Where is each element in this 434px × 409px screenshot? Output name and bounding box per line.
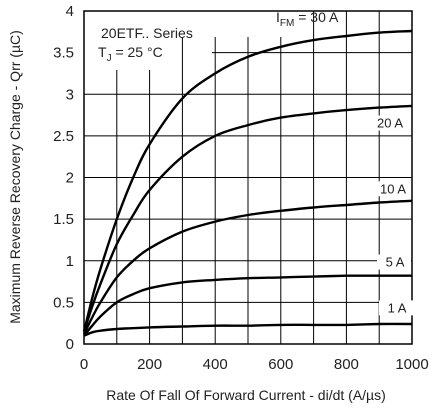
curve-label: 20 A <box>377 116 403 131</box>
x-tick-label: 600 <box>268 356 293 373</box>
x-axis-title: Rate Of Fall Of Forward Current - di/dt … <box>106 387 386 403</box>
x-tick-label: 1000 <box>395 356 428 373</box>
curve-label: 1 A <box>388 300 407 315</box>
series-curve-0 <box>82 29 413 332</box>
x-tick-label: 0 <box>80 356 88 373</box>
y-tick-label: 3 <box>66 86 74 103</box>
plot-frame <box>83 10 413 345</box>
y-axis-title: Maximum Reverse Recovery Charge - Qrr (µ… <box>7 30 23 324</box>
y-tick-label: 1 <box>66 253 74 270</box>
series-curves <box>82 29 413 337</box>
temperature-subscript: J <box>107 53 112 64</box>
curve-label-bg <box>377 254 411 270</box>
x-tick-label: 400 <box>203 356 228 373</box>
temperature-symbol: T <box>98 44 107 60</box>
series-title-note: 20ETF.. Series <box>101 25 193 41</box>
ifm-symbol: I <box>276 9 280 25</box>
curve-label-bg <box>372 115 406 131</box>
curve-label: 10 A <box>380 181 406 196</box>
series-curve-4 <box>83 322 413 337</box>
y-tick-label: 2.5 <box>53 128 74 145</box>
temperature-value: = 25 °C <box>112 44 163 60</box>
curve-label: 5 A <box>386 255 405 270</box>
curve-label-bg <box>375 181 409 197</box>
ifm-value: = 30 A <box>294 9 339 25</box>
ifm-param-note: IFM = 30 A <box>276 9 339 29</box>
y-tick-label: 2 <box>66 170 74 187</box>
x-tick-label: 200 <box>137 356 162 373</box>
series-curve-1 <box>82 104 413 332</box>
y-tick-label: 4 <box>66 3 74 20</box>
series-curve-2 <box>82 199 413 335</box>
curve-label-bg <box>379 300 413 316</box>
y-tick-label: 0.5 <box>53 294 74 311</box>
curve-labels: 20 A 10 A 5 A 1 A <box>372 115 413 316</box>
grid <box>84 11 412 344</box>
ifm-subscript: FM <box>280 18 294 29</box>
y-tick-label: 3.5 <box>53 45 74 62</box>
tick-labels: 0 200 400 600 800 1000 0 0.5 1 1.5 2 2.5 3 3.5 4 <box>53 3 429 373</box>
series-curve-3 <box>83 274 412 337</box>
y-tick-label: 0 <box>66 336 74 353</box>
y-tick-label: 1.5 <box>53 211 74 228</box>
x-tick-label: 800 <box>334 356 359 373</box>
temperature-note: TJ = 25 °C <box>98 44 163 64</box>
